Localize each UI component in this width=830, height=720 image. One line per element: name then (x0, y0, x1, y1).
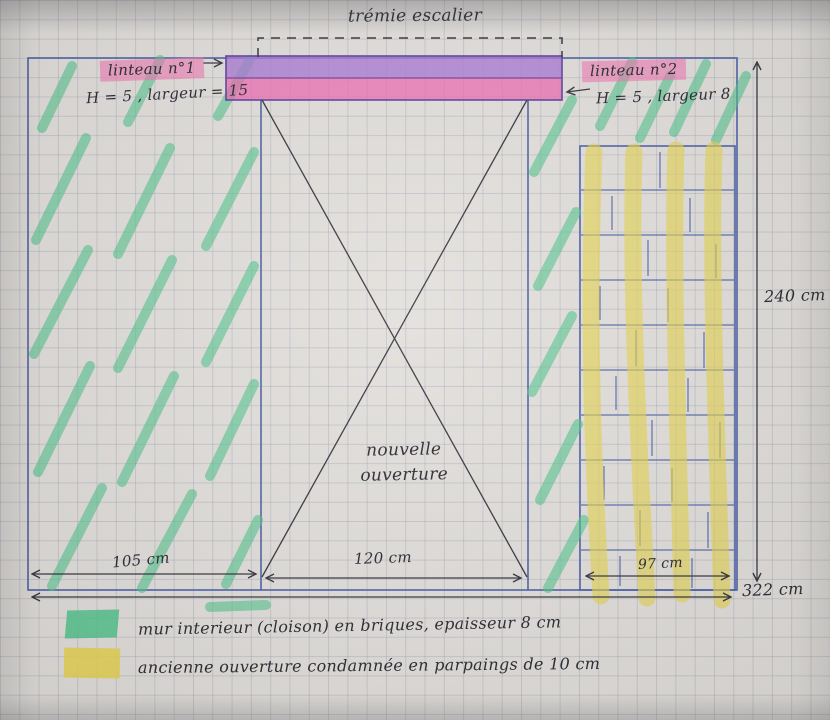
lintel1-name: linteau n°1 (99, 57, 204, 82)
dim-97-label: 97 cm (637, 554, 684, 574)
lintel2-arrow (565, 86, 591, 96)
lintel-bar-pink (226, 78, 562, 100)
dim-322-label: 322 cm (741, 578, 804, 601)
lintel1-label: linteau n°1 (99, 57, 204, 82)
old-opening-outline (579, 145, 736, 591)
legend-green-swatch (64, 609, 120, 639)
dim-120-label: 120 cm (353, 547, 413, 569)
lintel2-label: linteau n°2 (581, 58, 686, 83)
lintel-bar (225, 55, 563, 101)
new-opening-label-line2: ouverture (360, 463, 449, 486)
lintel-bar-purple (226, 56, 562, 78)
cross-line-2 (261, 99, 528, 578)
stair-opening-title: trémie escalier (347, 5, 483, 27)
lintel2-name: linteau n°2 (581, 58, 686, 83)
new-opening-label: nouvelle ouverture (344, 437, 465, 488)
legend-yellow-swatch (63, 647, 121, 679)
stair-opening-dashed (257, 37, 563, 57)
pencil-lines (32, 37, 757, 597)
new-opening-label-line1: nouvelle (366, 439, 442, 461)
dim-240-label: 240 cm (763, 284, 826, 307)
condemned-opening-stripes (582, 141, 731, 609)
legend-condemned-label: ancienne ouverture condamnée en parpaing… (137, 653, 601, 678)
